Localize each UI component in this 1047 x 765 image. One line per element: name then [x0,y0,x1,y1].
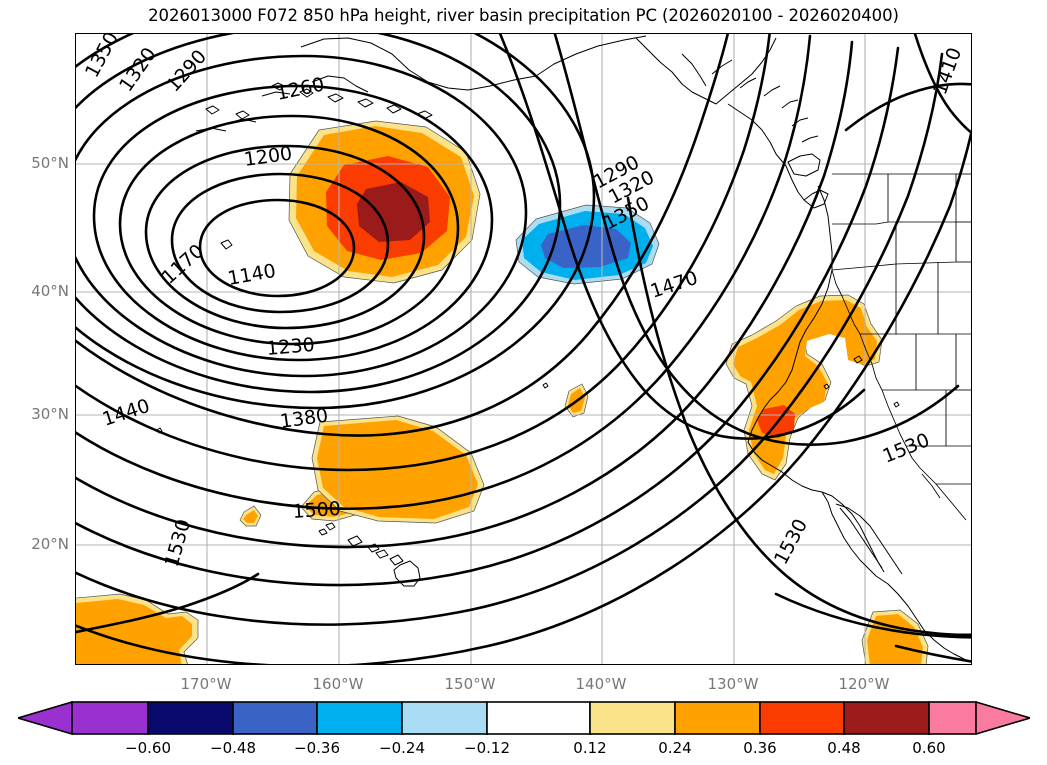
colorbar-seg-3 [316,701,403,735]
colorbar[interactable] [15,700,1033,740]
page-title: 2026013000 F072 850 hPa height, river ba… [148,6,899,25]
colorbar-tick-1: −0.48 [210,739,256,757]
shaded-region-baja-offshore [861,609,929,664]
lat-tick-40n: 40°N [31,282,69,300]
colorbar-seg-7 [674,701,761,735]
map-canvas: 1350 1320 1290 1260 1200 1170 1140 1230 … [76,34,971,664]
colorbar-seg-0 [71,701,149,735]
colorbar-over-arrow [975,700,1033,736]
contour-label-1260: 1260 [274,73,326,105]
colorbar-tick-4: −0.12 [464,739,510,757]
colorbar-tick-0: −0.60 [125,739,171,757]
contour-label-1140: 1140 [226,260,277,290]
lon-tick-160w: 160°W [312,675,364,693]
colorbar-seg-1 [147,701,234,735]
contour-label-1290-a: 1290 [162,46,211,97]
lon-tick-140w: 140°W [575,675,627,693]
contour-label-1230: 1230 [266,334,316,360]
colorbar-seg-5-neutral [486,701,591,735]
coastlines [156,35,971,661]
colorbar-seg-10 [928,701,977,735]
lat-tick-20n: 20°N [31,535,69,553]
colorbar-tick-7: 0.36 [743,739,777,757]
contour-label-1470: 1470 [648,267,701,303]
contour-label-1200: 1200 [243,142,294,171]
lon-tick-150w: 150°W [444,675,496,693]
shaded-region-subtropical-band [239,383,589,527]
colorbar-under-arrow [15,700,73,736]
colorbar-tick-2: −0.36 [294,739,340,757]
colorbar-tick-6: 0.24 [658,739,692,757]
colorbar-seg-6 [589,701,676,735]
contour-label-1500: 1500 [292,498,342,523]
colorbar-seg-8 [759,701,845,735]
lon-tick-130w: 130°W [707,675,759,693]
colorbar-tick-8: 0.48 [827,739,861,757]
lon-tick-120w: 120°W [838,675,890,693]
contour-label-1410: 1410 [929,45,966,98]
map-plot-area[interactable]: 1350 1320 1290 1260 1200 1170 1140 1230 … [75,33,972,665]
lon-tick-170w: 170°W [180,675,232,693]
lat-tick-30n: 30°N [31,405,69,423]
lat-tick-50n: 50°N [31,154,69,172]
colorbar-seg-4 [401,701,488,735]
contour-label-1530-a: 1530 [161,517,195,570]
colorbar-svg [15,700,1033,740]
contour-label-1530-c: 1530 [770,515,812,568]
height-contours [76,34,971,664]
contour-label-1530-b: 1530 [880,429,933,468]
colorbar-tick-5: 0.12 [573,739,607,757]
colorbar-seg-9 [843,701,930,735]
colorbar-seg-2 [232,701,318,735]
colorbar-tick-9: 0.60 [912,739,946,757]
colorbar-tick-3: −0.24 [379,739,425,757]
